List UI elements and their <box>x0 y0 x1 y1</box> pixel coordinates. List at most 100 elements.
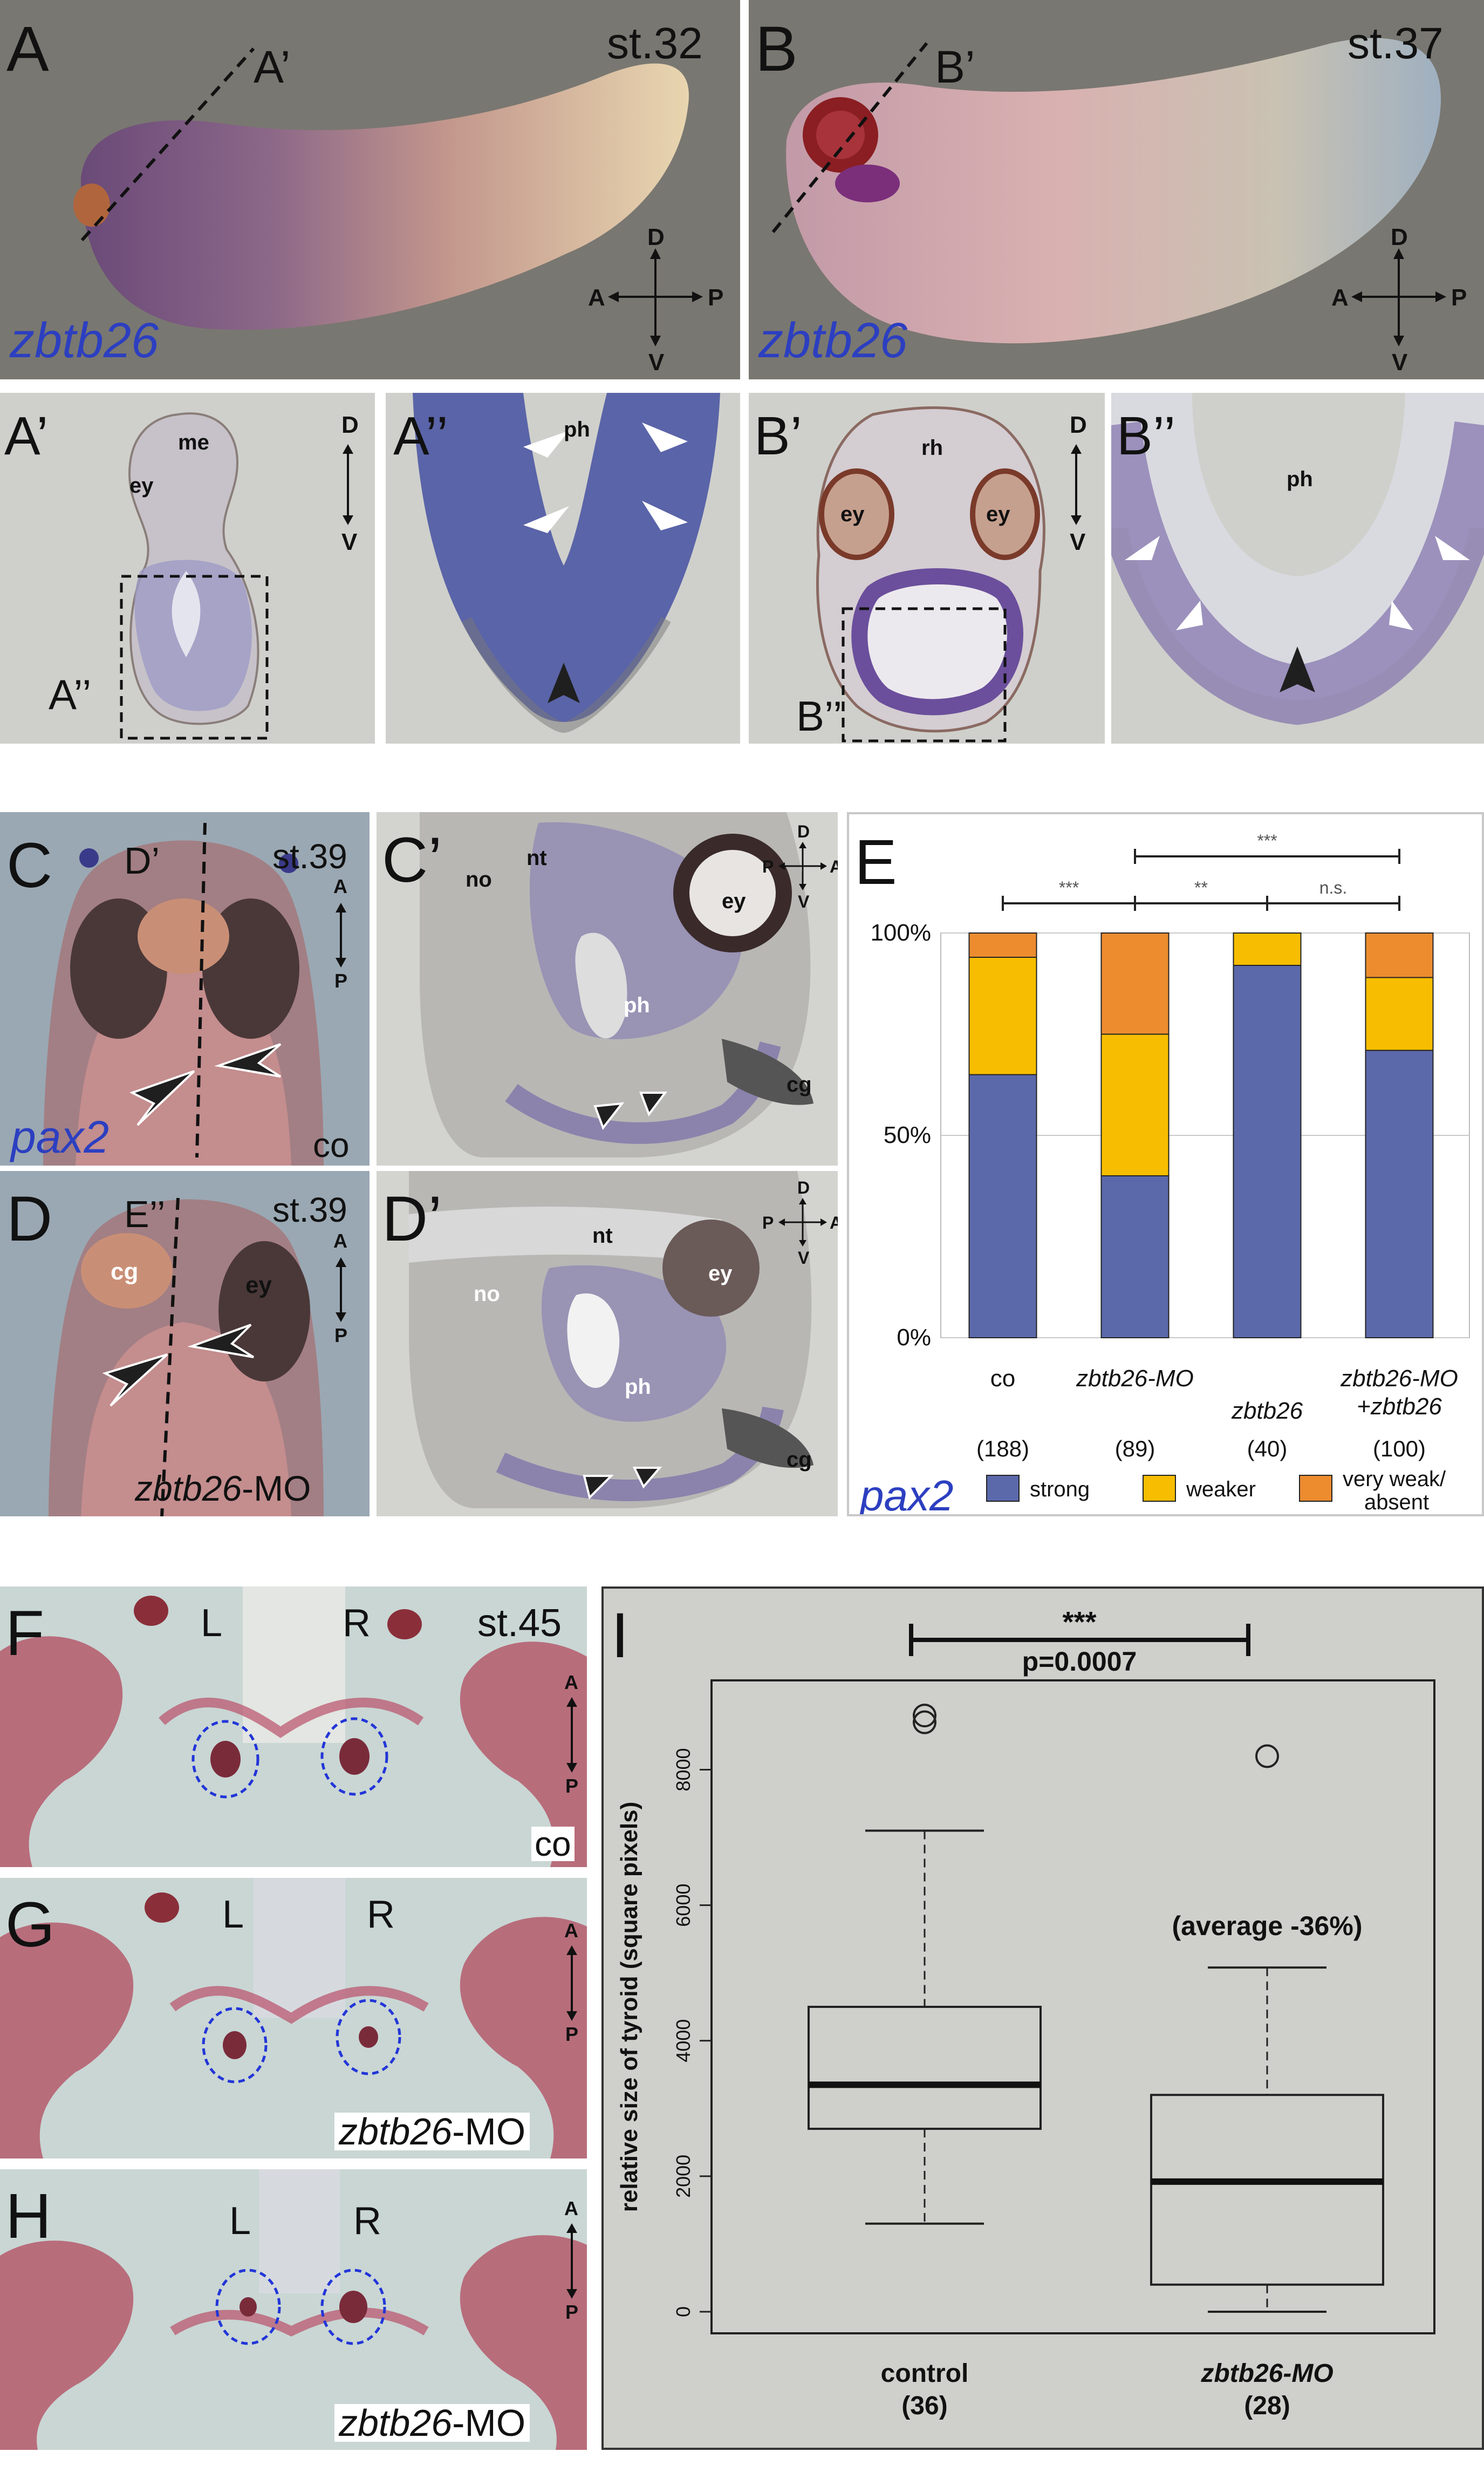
bar-segment <box>968 932 1037 958</box>
legend-title: pax2 <box>859 1472 953 1514</box>
y-tick-label: 0 <box>672 2306 694 2317</box>
label-ey-left: ey <box>840 502 865 526</box>
label-ey: ey <box>129 474 154 498</box>
significance-label: *** <box>1257 831 1277 850</box>
condition-label: zbtb26-MO <box>334 2113 530 2150</box>
legend-label: strong <box>1030 1477 1090 1501</box>
label-cg: cg <box>787 1448 812 1472</box>
panel-b-letter: B <box>755 13 798 85</box>
label-ph: ph <box>1287 467 1313 491</box>
compass-icon <box>608 248 703 346</box>
axis-d: D <box>341 412 359 438</box>
panel-f: F L R st.45 co A P <box>0 1586 587 1867</box>
axis-p: P <box>334 970 348 992</box>
outlier-point <box>1255 1744 1279 1768</box>
legend-swatch <box>986 1475 1020 1502</box>
panel-b2-letter: B’’ <box>1117 406 1176 466</box>
panel-h: H L R zbtb26-MO A P <box>0 2169 587 2450</box>
pax2-chart: 0% 50% 100% co (188) zbtb26-MO (89) zbtb26 (40) z… <box>859 831 1470 1514</box>
panel-d1-letter: D’ <box>382 1183 442 1255</box>
y-tick-label: 0% <box>897 1324 931 1351</box>
ap-arrow-icon <box>566 1945 577 2021</box>
axis-p: P <box>762 857 774 876</box>
y-tick-label: 8000 <box>672 1748 694 1792</box>
stage-label: st.32 <box>607 19 703 68</box>
panel-b-sub-label: B’ <box>935 42 975 92</box>
box <box>1150 2094 1384 2286</box>
category-label: +zbtb26 <box>1357 1393 1442 1420</box>
panel-d-letter: D <box>6 1183 53 1255</box>
count-label: (100) <box>1373 1436 1426 1461</box>
panel-a: A A’ st.32 zbtb26 D V A P <box>0 0 740 379</box>
label-ey: ey <box>722 889 746 913</box>
label-me: me <box>178 431 209 454</box>
right-label: R <box>367 1893 395 1936</box>
compass-icon <box>778 842 827 890</box>
stage-label: st.39 <box>272 837 347 876</box>
panel-a2-letter: A’’ <box>393 406 448 466</box>
axis-v: V <box>341 529 358 555</box>
panel-i: 0 2000 4000 6000 8000 relative size of tyroid… <box>601 1586 1484 2450</box>
panel-a-prime: A’ me ey A’’ D V <box>0 393 375 744</box>
section-b2-image <box>1111 393 1484 744</box>
axis-a: A <box>830 857 838 876</box>
embryo-b-image <box>771 38 1441 344</box>
condition-gene: zbtb26 <box>339 2402 453 2444</box>
bar-segment <box>1365 932 1434 978</box>
panel-d-prime: D’ nt no ey ph cg D V P A <box>377 1171 838 1516</box>
left-label: L <box>229 2199 251 2243</box>
axis-p: P <box>565 2301 579 2323</box>
compass-icon <box>1351 248 1446 346</box>
bar-segment <box>1233 965 1302 1338</box>
axis-a: A <box>588 284 605 311</box>
panel-e: 0% 50% 100% co (188) zbtb26-MO (89) zbtb26 (40) z… <box>847 812 1484 1516</box>
panel-c1-letter: C’ <box>382 825 442 896</box>
label-ey-right: ey <box>986 502 1010 526</box>
histology-g-image <box>0 1878 587 2158</box>
panel-c: C D’ st.39 pax2 co A P <box>0 812 370 1166</box>
legend-swatch <box>1143 1475 1176 1502</box>
y-tick-label: 2000 <box>672 2155 694 2198</box>
bar-segment <box>1365 1050 1434 1338</box>
stage-label: st.39 <box>272 1190 347 1229</box>
significance-stars: *** <box>1062 1606 1096 1638</box>
stage-label: st.45 <box>477 1602 562 1645</box>
panel-a-sub-label: A’ <box>254 42 291 92</box>
bar-segment <box>1100 1175 1170 1338</box>
left-label: L <box>201 1602 223 1645</box>
condition-gene: zbtb26 <box>135 1468 242 1508</box>
axis-a: A <box>1331 284 1349 311</box>
stage-label: st.37 <box>1348 19 1444 68</box>
panel-a-letter: A <box>6 13 49 85</box>
ap-arrow-icon <box>566 2223 577 2299</box>
y-tick-label: 6000 <box>672 1884 694 1927</box>
histology-f-image <box>0 1586 587 1867</box>
gene-label: zbtb26 <box>758 313 908 368</box>
average-annotation: (average -36%) <box>1172 1911 1363 1941</box>
axis-a: A <box>333 875 347 897</box>
significance-label: ** <box>1194 878 1208 897</box>
axis-a: A <box>564 1919 578 1942</box>
bar-segment <box>1100 1033 1170 1176</box>
plot-area <box>710 1679 1435 2334</box>
legend-label: weaker <box>1186 1477 1256 1501</box>
embryo-d-image <box>49 1197 324 1516</box>
bar-segment <box>1365 977 1434 1051</box>
outlier-point <box>913 1704 936 1728</box>
count-label: (40) <box>1247 1436 1288 1461</box>
group-count: (36) <box>901 2392 947 2420</box>
y-tick-label: 4000 <box>672 2019 694 2062</box>
condition-suffix: -MO <box>242 1468 311 1508</box>
label-ph: ph <box>625 1375 651 1399</box>
ap-arrow-icon <box>566 1697 577 1773</box>
category-label: zbtb26 <box>1231 1398 1303 1424</box>
condition-gene: zbtb26 <box>339 2110 453 2153</box>
panel-f-letter: F <box>5 1598 45 1669</box>
category-label: zbtb26-MO <box>1340 1365 1458 1392</box>
label-cg: cg <box>787 1073 812 1097</box>
panel-b1-letter: B’ <box>754 406 802 466</box>
axis-p: P <box>565 2023 579 2045</box>
right-label: R <box>343 1602 371 1645</box>
y-tick-label: 50% <box>884 1122 931 1148</box>
count-label: (188) <box>976 1436 1029 1461</box>
